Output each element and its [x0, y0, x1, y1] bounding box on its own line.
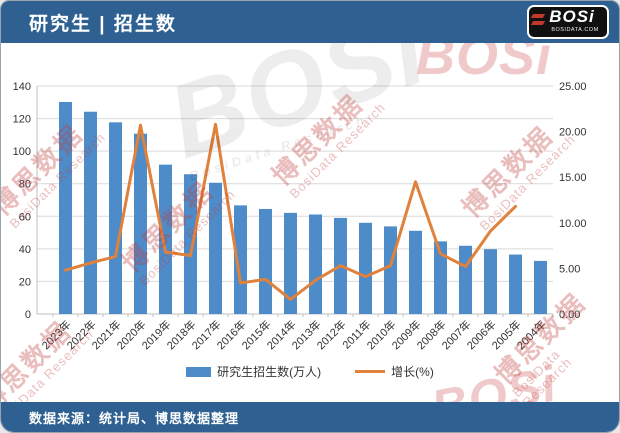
bar — [259, 208, 272, 314]
line-series-swatch — [355, 369, 386, 374]
data-source: 数据来源：统计局、博思数据整理 — [29, 410, 240, 426]
svg-text:100: 100 — [13, 146, 31, 158]
line-series-label: 增长(%) — [391, 365, 434, 379]
bar — [509, 254, 522, 314]
bar — [434, 241, 447, 314]
bar — [134, 133, 147, 314]
bar — [309, 214, 322, 314]
bar — [59, 101, 72, 315]
gridlines: 0 20 40 60 80 100 120 140 0.00 5.00 10.00 15.00 20.0… — [13, 81, 587, 321]
svg-text:20: 20 — [19, 276, 31, 288]
svg-text:120: 120 — [13, 114, 31, 126]
bosi-logo: BOSi BOSIDATA.COM — [527, 5, 609, 39]
svg-text:80: 80 — [19, 179, 31, 191]
svg-text:15.00: 15.00 — [559, 172, 587, 184]
bar — [359, 222, 372, 314]
legend-item-bar: 研究生招生数(万人) — [186, 363, 321, 380]
bar — [209, 182, 222, 314]
svg-text:0.00: 0.00 — [559, 309, 580, 321]
bar — [534, 260, 547, 314]
chart-area: 0 20 40 60 80 100 120 140 0.00 5.00 10.00 15.00 20.0… — [1, 43, 619, 404]
bar — [184, 174, 197, 314]
bar — [84, 111, 97, 314]
logo-text: BOSi — [549, 7, 595, 26]
bar — [284, 212, 297, 314]
combo-chart: 0 20 40 60 80 100 120 140 0.00 5.00 10.00 15.00 20.0… — [13, 81, 587, 352]
svg-text:0: 0 — [25, 309, 31, 321]
footer: 数据来源：统计局、博思数据整理 — [1, 402, 619, 432]
svg-text:40: 40 — [19, 244, 31, 256]
growth-line — [64, 122, 517, 301]
bar — [409, 230, 422, 314]
bar — [109, 122, 122, 315]
legend: 研究生招生数(万人) 增长(%) — [1, 363, 619, 380]
bar — [159, 164, 172, 314]
svg-text:5.00: 5.00 — [559, 263, 580, 275]
header: 研究生 | 招生数 BOSi BOSIDATA.COM — [1, 1, 619, 43]
bar — [384, 226, 397, 314]
bar — [234, 205, 247, 314]
bar-series-label: 研究生招生数(万人) — [217, 365, 322, 379]
bar — [459, 245, 472, 314]
svg-text:60: 60 — [19, 211, 31, 223]
logo-stripes-icon — [530, 14, 546, 30]
x-axis-labels: 2023年2022年2021年2020年2019年2018年2017年2016年… — [39, 317, 549, 352]
logo-subtext: BOSIDATA.COM — [551, 27, 599, 33]
legend-item-line: 增长(%) — [355, 363, 434, 380]
bar-series — [59, 101, 547, 315]
svg-text:20.00: 20.00 — [559, 127, 587, 139]
svg-text:25.00: 25.00 — [559, 81, 587, 93]
svg-text:10.00: 10.00 — [559, 218, 587, 230]
bar-series-swatch — [186, 366, 212, 377]
bar — [484, 249, 497, 314]
page-title: 研究生 | 招生数 — [29, 13, 177, 35]
svg-text:140: 140 — [13, 81, 31, 93]
